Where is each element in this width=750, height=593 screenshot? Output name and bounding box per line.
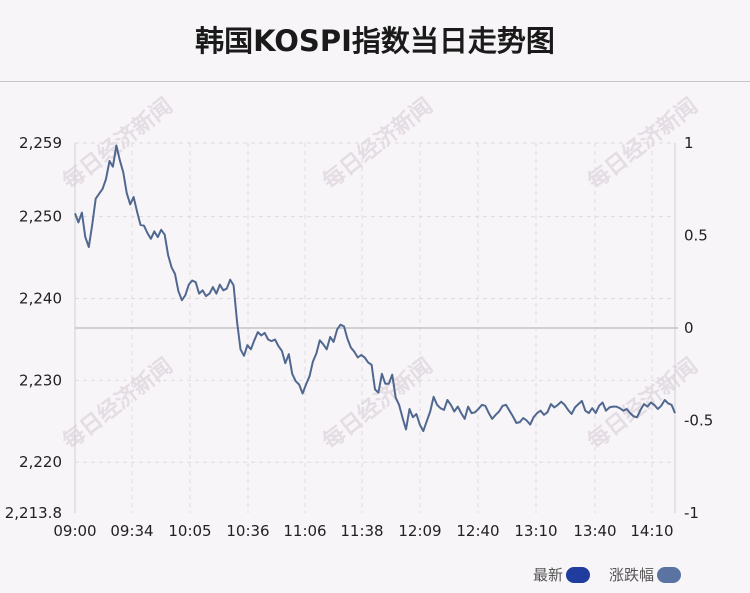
x-tick-label: 09:34 (110, 522, 153, 540)
x-tick-label: 10:36 (226, 522, 269, 540)
y-right-tick-label: -0.5 (684, 412, 713, 430)
y-right-tick-label: 0.5 (684, 227, 708, 245)
x-tick-label: 09:00 (53, 522, 96, 540)
y-left-tick-label: 2,213.8 (5, 504, 62, 522)
x-tick-label: 12:09 (398, 522, 441, 540)
legend-latest-swatch (566, 566, 591, 583)
chart-title: 韩国KOSPI指数当日走势图 (195, 24, 555, 58)
series-line (74, 144, 676, 433)
x-tick-label: 11:06 (283, 522, 326, 540)
y-right-tick-label: -1 (684, 504, 699, 522)
legend-change-swatch (657, 566, 682, 583)
y-left-tick-label: 2,250 (19, 208, 62, 226)
y-left-tick-label: 2,220 (19, 453, 62, 471)
title-divider (0, 81, 750, 82)
y-left-tick-label: 2,240 (19, 290, 62, 308)
x-tick-label: 11:38 (340, 522, 383, 540)
legend-change[interactable]: 涨跌幅 (609, 564, 682, 585)
y-right-tick-label: 1 (684, 134, 694, 152)
legend-latest-label: 最新 (533, 566, 564, 584)
x-tick-label: 14:10 (630, 522, 673, 540)
y-left-tick-label: 2,230 (19, 371, 62, 389)
x-tick-label: 12:40 (456, 522, 499, 540)
y-left-tick-label: 2,259 (19, 134, 62, 152)
watermark-text: 每日经济新闻 (58, 353, 178, 455)
y-right-tick-label: 0 (684, 319, 694, 337)
legend-latest[interactable]: 最新 (533, 564, 591, 585)
watermark-text: 每日经济新闻 (58, 93, 178, 195)
x-tick-label: 13:10 (514, 522, 557, 540)
x-tick-label: 10:05 (168, 522, 211, 540)
x-tick-label: 13:40 (573, 522, 616, 540)
legend-change-label: 涨跌幅 (609, 566, 655, 584)
